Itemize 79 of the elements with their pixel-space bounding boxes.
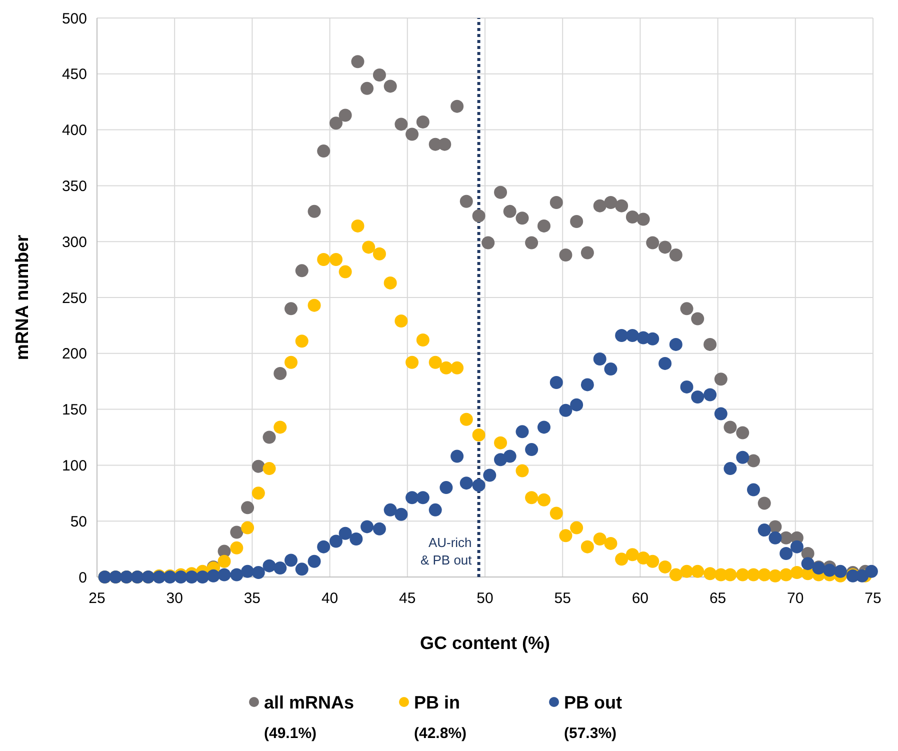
- point: [284, 302, 298, 316]
- y-tick-label: 350: [62, 178, 87, 195]
- x-tick-label: 55: [554, 590, 571, 607]
- y-tick-label: 50: [70, 513, 87, 530]
- x-tick-label: 65: [709, 590, 726, 607]
- point: [351, 55, 364, 68]
- point: [241, 501, 254, 514]
- point: [714, 372, 728, 386]
- point: [274, 367, 287, 380]
- point: [559, 248, 572, 262]
- legend-label: all mRNAs: [264, 692, 354, 712]
- point: [626, 210, 639, 224]
- point: [416, 115, 430, 128]
- text: (57.3%): [564, 725, 617, 742]
- point: [658, 240, 672, 254]
- point: [636, 212, 650, 226]
- legend-label: PB in: [414, 692, 460, 712]
- point: [593, 199, 606, 212]
- x-tick-label: 40: [321, 590, 338, 607]
- point: [580, 246, 594, 260]
- x-tick-label: 75: [864, 590, 882, 607]
- point: [550, 196, 563, 209]
- point: [525, 236, 538, 250]
- point: [537, 219, 550, 232]
- point: [680, 302, 694, 316]
- ref-line-label: AU-rich & PB out: [420, 535, 472, 568]
- point: [360, 82, 374, 95]
- x-tick-label: 30: [166, 590, 183, 607]
- text: (42.8%): [414, 725, 467, 742]
- x-tick-label: 70: [787, 590, 804, 607]
- point: [317, 144, 330, 158]
- point: [252, 460, 265, 473]
- y-tick-label: 200: [62, 346, 87, 363]
- point: [330, 116, 343, 130]
- point: [384, 80, 397, 93]
- y-tick-label: 250: [62, 290, 87, 307]
- legend-label: PB out: [564, 692, 622, 712]
- x-axis-title: GC content (%): [420, 633, 550, 653]
- point: [338, 108, 352, 122]
- point: [472, 209, 486, 222]
- point: [406, 128, 419, 141]
- point: [736, 426, 750, 440]
- point: [262, 430, 276, 444]
- x-tick-label: 45: [399, 590, 416, 607]
- point: [604, 196, 618, 209]
- point: [758, 496, 771, 510]
- point: [669, 248, 682, 262]
- point: [308, 204, 321, 218]
- point: [724, 420, 737, 434]
- point: [494, 186, 508, 199]
- point: [615, 199, 628, 212]
- point: [516, 212, 529, 225]
- point: [295, 264, 308, 278]
- point: [646, 236, 660, 250]
- point: [503, 204, 516, 218]
- y-tick-label: 100: [62, 457, 87, 474]
- point: [570, 214, 584, 228]
- point: [394, 118, 408, 131]
- point: [691, 312, 704, 326]
- point: [438, 138, 452, 151]
- y-tick-label: 0: [78, 569, 87, 586]
- x-tick-label: 25: [88, 590, 106, 607]
- x-tick-label: 35: [244, 590, 261, 607]
- point: [704, 338, 717, 351]
- point: [746, 454, 760, 468]
- x-tick-label: 50: [476, 590, 494, 607]
- y-tick-label: 300: [62, 234, 87, 251]
- y-tick-label: 500: [62, 10, 87, 28]
- y-tick-label: 150: [62, 402, 87, 419]
- y-tick-label: 400: [62, 122, 87, 140]
- point: [482, 236, 495, 250]
- y-tick-label: 450: [62, 66, 87, 84]
- point: [460, 194, 473, 208]
- point: [372, 68, 386, 82]
- y-axis-title: mRNA number: [12, 234, 32, 360]
- point: [450, 100, 464, 113]
- text: (49.1%): [264, 725, 317, 742]
- point: [230, 526, 244, 539]
- x-tick-label: 60: [632, 590, 649, 607]
